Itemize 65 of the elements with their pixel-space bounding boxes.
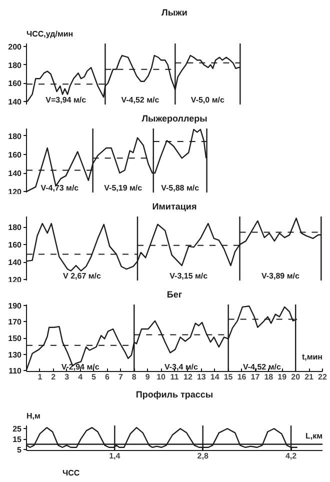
chart-title: Лыжероллеры [142, 114, 208, 124]
x-tick-label: 10 [156, 372, 166, 382]
y-axis-title: ЧСС,уд/мин [26, 30, 74, 38]
x-tick-label: 1,4 [109, 452, 121, 460]
y-tick-label: 150 [8, 334, 22, 343]
x-tick-label: 4,2 [285, 452, 298, 460]
annotation: V-5,0 м/с [190, 96, 225, 104]
annotation: V-3,89 м/с [261, 272, 300, 280]
chart-title: Лыжи [162, 8, 188, 18]
x-tick-label: 20 [291, 372, 301, 382]
y-tick-label: 160 [8, 150, 22, 160]
annotation: V-2,94 м/с [61, 362, 100, 372]
x-tick-label: 5 [92, 372, 97, 382]
x-tick-label: 3 [64, 372, 70, 382]
x-tick-label: 17 [250, 372, 260, 382]
y-tick-label: 15 [12, 435, 22, 444]
y-tick-label: 5 [17, 445, 22, 454]
y-tick-label: 180 [8, 223, 22, 232]
x-tick-label: 9 [145, 372, 150, 382]
annotation: V 2,67 м/с [63, 272, 102, 280]
x-tick-label: 13 [196, 372, 206, 382]
annotation: V-4,73 м/с [40, 184, 80, 192]
x-tick-label: 8 [132, 372, 137, 382]
y-tick-label: 110 [8, 366, 22, 376]
x-tick-label: 14 [210, 372, 220, 382]
y-tick-label: 140 [8, 98, 22, 107]
x-axis-title: L,км [305, 432, 323, 440]
annotation: V-5,19 м/с [104, 184, 143, 192]
x-tick-label: 18 [264, 372, 274, 382]
chart-title: Профиль трассы [136, 390, 214, 400]
x-tick-label: 11 [170, 372, 180, 382]
x-tick-label: 6 [105, 372, 110, 382]
y-tick-label: 160 [8, 79, 22, 88]
annotation: V-4,52 м/с [121, 96, 160, 104]
x-tick-label: 19 [278, 372, 288, 382]
annotation: V-3,4 м/с [164, 362, 199, 372]
text: ЧСС [62, 468, 80, 478]
annotation: V=3,94 м/с [46, 96, 87, 104]
x-tick-label: 7 [118, 372, 124, 382]
x-tick-label: 16 [237, 372, 247, 382]
y-tick-label: 25 [12, 424, 22, 434]
chart-title: Бег [166, 290, 182, 300]
y-tick-label: 170 [8, 318, 22, 327]
x-tick-label: 15 [224, 372, 234, 382]
x-tick-label: 22 [318, 372, 328, 382]
x-tick-label: 12 [184, 372, 193, 382]
x-tick-label: 1 [38, 372, 43, 382]
x-axis-title: t,мин [302, 352, 323, 362]
y-tick-label: 190 [8, 301, 22, 310]
annotation: V-4,52 м/с [242, 362, 282, 372]
y-tick-label: 130 [8, 350, 22, 360]
chart-title: Имитация [152, 202, 197, 212]
y-axis-title: H,м [26, 412, 40, 420]
y-tick-label: 200 [8, 42, 22, 52]
y-tick-label: 140 [8, 258, 22, 268]
y-tick-label: 160 [8, 240, 22, 250]
x-tick-label: 2,8 [197, 452, 209, 460]
x-tick-label: 2 [51, 372, 56, 382]
y-tick-label: 180 [8, 132, 22, 141]
y-tick-label: 180 [8, 60, 22, 70]
y-tick-label: 140 [8, 169, 22, 178]
x-tick-label: 4 [78, 372, 84, 382]
x-tick-label: 21 [304, 372, 314, 382]
annotation: V-3,15 м/с [170, 272, 208, 280]
annotation: V-5,88 м/с [161, 184, 200, 192]
